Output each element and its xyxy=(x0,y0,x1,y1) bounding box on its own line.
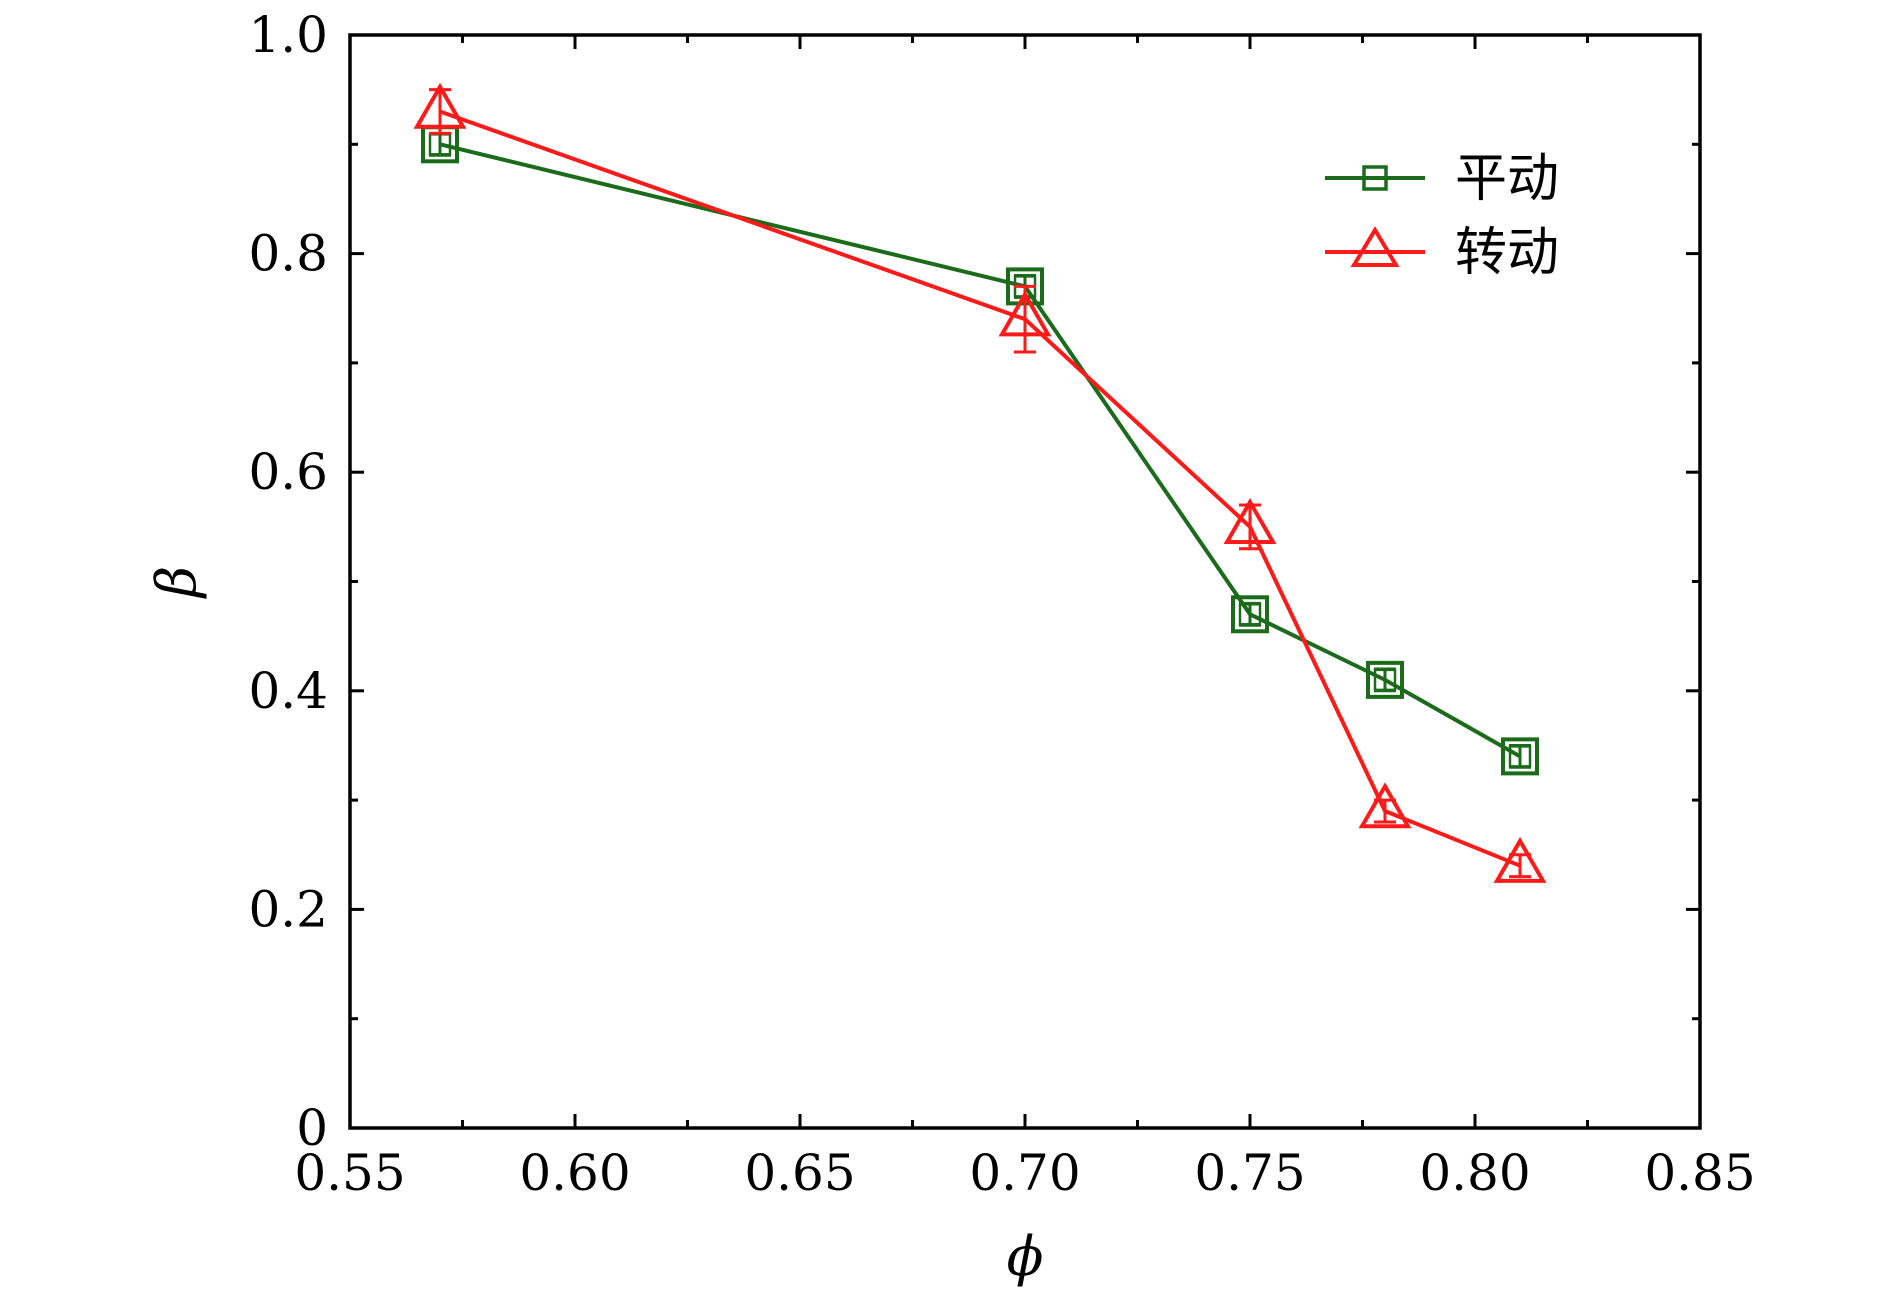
data-point-inner xyxy=(1373,668,1397,692)
x-axis-label: ϕ xyxy=(1007,1225,1044,1288)
y-tick-label: 0.8 xyxy=(248,225,328,283)
y-tick-label: 1.0 xyxy=(248,6,328,64)
data-point xyxy=(998,290,1052,337)
data-point-outer xyxy=(1231,595,1269,634)
data-point-inner xyxy=(1508,745,1532,768)
x-tick-label: 0.70 xyxy=(969,1144,1080,1202)
legend-label: 平动 xyxy=(1455,149,1559,209)
x-tick-label: 0.80 xyxy=(1419,1144,1530,1202)
series-line xyxy=(439,142,1521,759)
legend-marker xyxy=(1362,165,1388,191)
x-tick-label: 0.55 xyxy=(294,1144,405,1202)
data-point xyxy=(1231,595,1269,634)
data-point xyxy=(1223,498,1277,545)
x-tick-label: 0.60 xyxy=(519,1144,630,1202)
data-point-inner xyxy=(1238,603,1262,626)
data-point-outer xyxy=(1366,660,1404,699)
data-point xyxy=(1366,660,1404,699)
series-triangle xyxy=(413,82,1547,883)
data-point xyxy=(413,82,467,129)
legend-entry: 转动 xyxy=(1325,223,1559,283)
legend-label: 转动 xyxy=(1455,223,1559,283)
data-point xyxy=(1501,737,1539,776)
data-point-outer xyxy=(1501,737,1539,776)
y-tick-label: 0 xyxy=(296,1099,328,1157)
y-tick-label: 0.6 xyxy=(248,443,328,501)
data-point xyxy=(1358,782,1412,829)
axes: 0.55 0.60 0.65 0.70 0.75 0.80 0.85 0 0.2 0.4 0.6 0.… xyxy=(145,6,1756,1288)
data-point xyxy=(1493,836,1547,883)
series-line xyxy=(439,109,1521,868)
series-square xyxy=(421,125,1539,776)
x-tick-label: 0.75 xyxy=(1194,1144,1305,1202)
legend-marker xyxy=(1350,226,1400,267)
y-tick-label: 0.4 xyxy=(248,662,328,720)
y-axis-label: β xyxy=(145,566,208,599)
series-layer xyxy=(413,82,1547,883)
y-tick-label: 0.2 xyxy=(248,880,328,938)
x-tick-label: 0.85 xyxy=(1644,1144,1755,1202)
legend-entry: 平动 xyxy=(1325,149,1559,209)
x-tick-label: 0.65 xyxy=(744,1144,855,1202)
